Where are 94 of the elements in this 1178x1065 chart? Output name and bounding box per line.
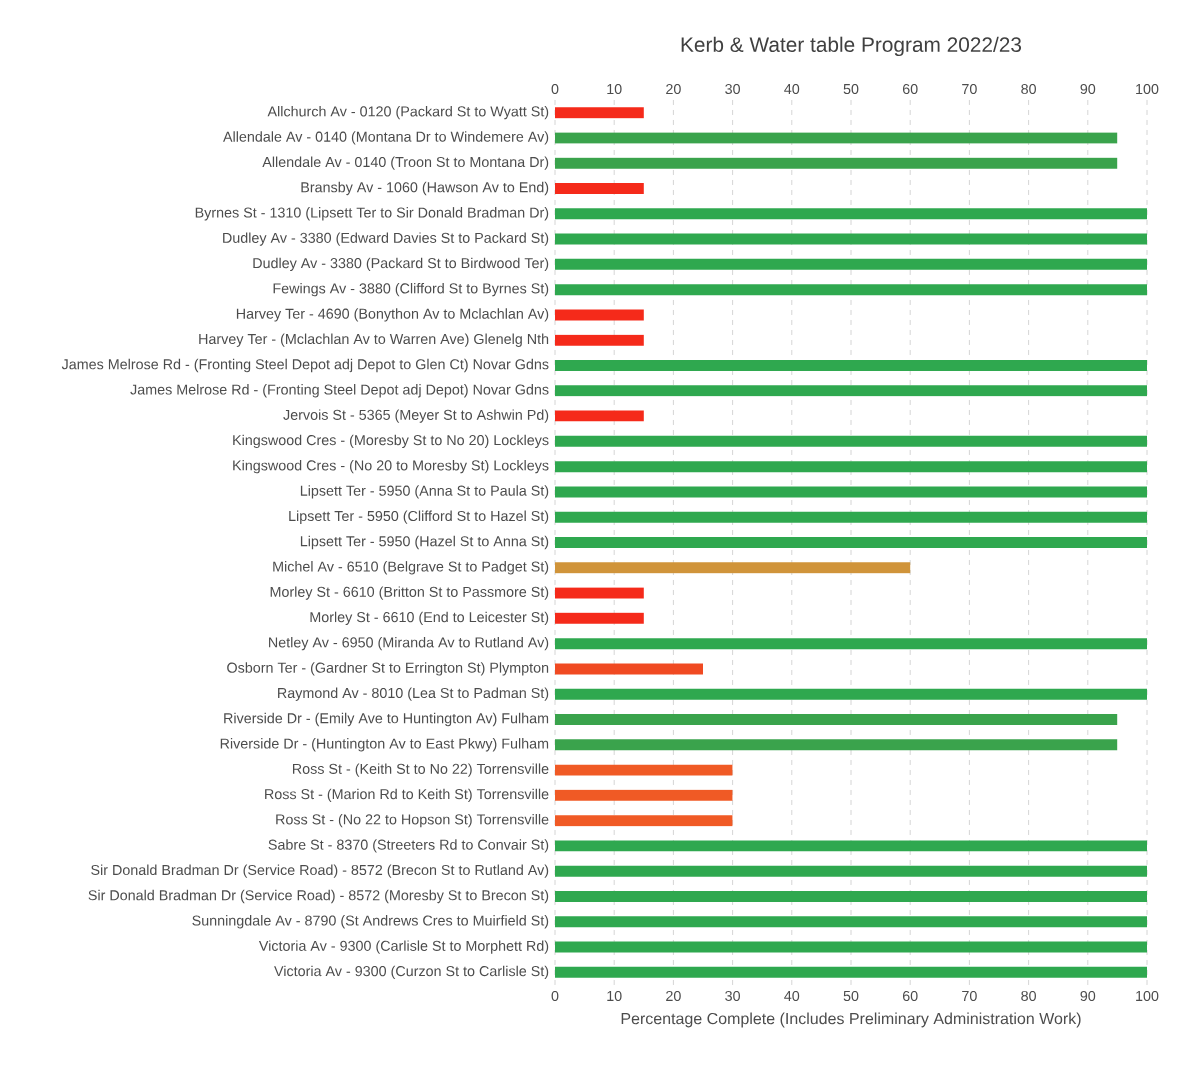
bar (555, 789, 733, 801)
y-tick-label: Kingswood Cres - (No 20 to Moresby St) Lockleys (233, 459, 549, 474)
y-tick-label: Allendale Av - 0140 (Troon St to Montana Dr) (262, 156, 549, 170)
y-tick-label: Osborn Ter - (Gardner St to Errington St) Plympton (227, 662, 549, 676)
bar (555, 562, 911, 574)
y-tick-label: Riverside Dr - (Emily Ave to Huntington Av) Fulham (224, 712, 549, 727)
y-tick-label: Raymond Av - 8010 (Lea St to Padman St) (278, 687, 549, 701)
bar (555, 511, 1147, 523)
bar (555, 132, 1118, 144)
x2-tick-label: 0 (551, 83, 559, 95)
y-tick-label: Dudley Av - 3380 (Edward Davies St to Packard St) (223, 232, 549, 246)
bar (555, 385, 1147, 397)
bar (555, 183, 644, 194)
bar (555, 107, 644, 119)
y-tick-label: Ross St - (No 22 to Hopson St) Torrensville (276, 813, 549, 828)
bar (555, 233, 1147, 245)
x2-tick-label: 100 (1136, 83, 1159, 95)
x-tick-label: 30 (725, 990, 740, 1002)
x2-tick-label: 30 (725, 83, 740, 95)
x-tick-label: 80 (1021, 990, 1036, 1002)
y-tick-label: Sir Donald Bradman Dr (Service Road) - 8572 (Brecon St to Rutland Av) (91, 864, 549, 878)
y-tick-label: Lipsett Ter - 5950 (Clifford St to Hazel St) (289, 510, 549, 524)
x2-tick-label: 50 (843, 83, 859, 95)
y-tick-label: Sir Donald Bradman Dr (Service Road) - 8572 (Moresby St to Brecon St) (88, 889, 549, 904)
bar (555, 612, 644, 624)
y-tick-label: Ross St - (Marion Rd to Keith St) Torrensville (265, 788, 549, 803)
bar (555, 638, 1147, 650)
y-tick-label: Riverside Dr - (Huntington Av to East Pkwy) Fulham (220, 738, 549, 752)
y-tick-label: Fewings Av - 3880 (Clifford St to Byrnes St) (273, 282, 549, 297)
y-tick-label: Dudley Av - 3380 (Packard St to Birdwood Ter) (253, 257, 549, 272)
y-tick-label: Kingswood Cres - (Moresby St to No 20) Lockleys (233, 434, 549, 449)
y-tick-label: Sunningdale Av - 8790 (St Andrews Cres to Muirfield St) (192, 915, 549, 929)
y-tick-label: Victoria Av - 9300 (Curzon St to Carlisle St) (274, 965, 549, 980)
bar (555, 713, 1118, 725)
bar (555, 435, 1147, 447)
x-tick-label: 0 (551, 990, 559, 1002)
bar (555, 891, 1147, 902)
bar (555, 587, 644, 599)
y-tick-label: Netley Av - 6950 (Miranda Av to Rutland Av) (269, 636, 549, 651)
x-tick-label: 100 (1136, 990, 1159, 1002)
y-tick-label: Bransby Av - 1060 (Hawson Av to End) (301, 181, 549, 196)
bar (555, 941, 1147, 953)
x2-tick-label: 60 (902, 83, 918, 95)
x2-tick-label: 90 (1080, 83, 1096, 95)
bar (555, 157, 1118, 169)
bar (555, 840, 1147, 852)
y-tick-label: Morley St - 6610 (End to Leicester St) (310, 611, 549, 626)
y-tick-label: James Melrose Rd - (Fronting Steel Depot adj Depot to Glen Ct) Novar Gdns (61, 358, 549, 373)
y-tick-label: Jervois St - 5365 (Meyer St to Ashwin Pd) (283, 409, 549, 423)
bar (555, 486, 1147, 498)
bar (555, 208, 1147, 220)
x2-tick-label: 20 (666, 83, 681, 95)
bar (555, 966, 1147, 978)
bar (555, 461, 1147, 473)
y-tick-label: Sabre St - 8370 (Streeters Rd to Convair St) (268, 839, 549, 853)
x2-tick-label: 40 (784, 83, 800, 95)
bar (555, 739, 1118, 751)
bar (555, 309, 644, 321)
x-axis-title: Percentage Complete (Includes Preliminary Administration Work) (621, 1012, 1081, 1028)
bar (555, 688, 1147, 700)
y-tick-label: Allendale Av - 0140 (Montana Dr to Windemere Av) (223, 131, 549, 145)
bar (555, 360, 1147, 371)
x-tick-label: 90 (1080, 990, 1096, 1002)
x2-tick-label: 10 (607, 83, 622, 95)
x-tick-label: 10 (607, 990, 622, 1002)
chart-title: Kerb & Water table Program 2022/23 (681, 36, 1022, 57)
y-tick-label: James Melrose Rd - (Fronting Steel Depot adj Depot) Novar Gdns (130, 384, 549, 398)
y-tick-label: Byrnes St - 1310 (Lipsett Ter to Sir Donald Bradman Dr) (195, 207, 549, 221)
x-tick-label: 20 (666, 990, 681, 1002)
x-tick-label: 70 (962, 990, 977, 1002)
bar (555, 663, 703, 675)
x-tick-label: 60 (902, 990, 918, 1002)
x-tick-label: 50 (843, 990, 859, 1002)
x2-tick-label: 80 (1021, 83, 1036, 95)
y-tick-label: Morley St - 6610 (Britton St to Passmore St) (270, 586, 549, 600)
bar (555, 410, 644, 422)
bar (555, 334, 644, 346)
bar (555, 764, 733, 776)
y-tick-label: Harvey Ter - 4690 (Bonython Av to Mclachlan Av) (236, 308, 549, 322)
bar (555, 284, 1147, 296)
bar (555, 865, 1147, 877)
x-tick-label: 40 (784, 990, 800, 1002)
y-tick-label: Victoria Av - 9300 (Carlisle St to Morphett Rd) (258, 940, 549, 954)
y-tick-label: Harvey Ter - (Mclachlan Av to Warren Ave) Glenelg Nth (199, 333, 549, 347)
y-tick-label: Michel Av - 6510 (Belgrave St to Padget St) (273, 561, 549, 575)
bar (555, 815, 733, 827)
x2-tick-label: 70 (962, 83, 977, 95)
bar (555, 916, 1147, 928)
bar (555, 536, 1147, 548)
y-tick-label: Lipsett Ter - 5950 (Anna St to Paula St) (300, 485, 549, 499)
y-tick-label: Lipsett Ter - 5950 (Hazel St to Anna St) (300, 535, 549, 550)
y-tick-label: Ross St - (Keith St to No 22) Torrensville (292, 763, 549, 777)
bar (555, 258, 1147, 270)
y-tick-label: Allchurch Av - 0120 (Packard St to Wyatt St) (267, 105, 549, 120)
